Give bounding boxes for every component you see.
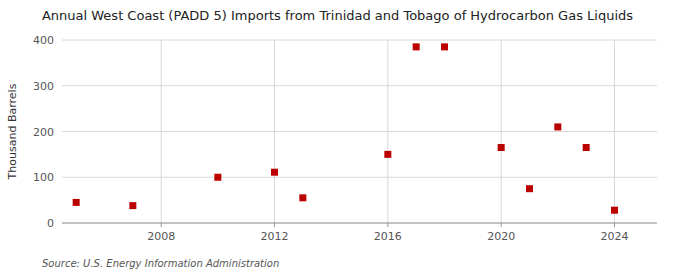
x-axis-line: [62, 223, 657, 224]
point: [498, 144, 505, 151]
title: Annual West Coast (PADD 5) Imports from …: [42, 8, 633, 23]
y-tick-label: 100: [33, 171, 54, 184]
x-tick-label: 2008: [147, 230, 175, 243]
y-grid-line: [62, 85, 657, 86]
grid: [62, 40, 657, 223]
point: [526, 185, 533, 192]
points: [73, 43, 618, 213]
x-tick-label: 2012: [261, 230, 289, 243]
x-tick: [614, 223, 615, 227]
x-tick-label: 2020: [487, 230, 515, 243]
x-tick-label: 2016: [374, 230, 402, 243]
source: Source: U.S. Energy Information Administ…: [42, 258, 279, 269]
x-tick: [501, 223, 502, 227]
x-tick: [161, 223, 162, 227]
point: [129, 202, 136, 209]
x-grid-line: [614, 40, 615, 223]
point: [271, 169, 278, 176]
chart: Annual West Coast (PADD 5) Imports from …: [0, 0, 675, 275]
x-tick-label: 2024: [601, 230, 629, 243]
point: [73, 199, 80, 206]
x-grid-line: [274, 40, 275, 223]
x-grid-line: [501, 40, 502, 223]
y-grid-line: [62, 40, 657, 41]
x-tick: [274, 223, 275, 227]
point: [384, 151, 391, 158]
point: [554, 123, 561, 130]
y-tick-label: 0: [47, 217, 54, 230]
point: [299, 194, 306, 201]
point: [413, 43, 420, 50]
y-tick-label: 300: [33, 80, 54, 93]
y-grid-line: [62, 131, 657, 132]
x-grid-line: [161, 40, 162, 223]
point: [441, 43, 448, 50]
y-grid-line: [62, 223, 657, 224]
x-tick: [387, 223, 388, 227]
x-grid-line: [387, 40, 388, 223]
y-tick-label: 400: [33, 34, 54, 47]
y-axis-label: Thousand Barrels: [6, 83, 19, 180]
y-tick-label: 200: [33, 126, 54, 139]
point: [611, 207, 618, 214]
point: [214, 174, 221, 181]
point: [583, 144, 590, 151]
y-grid-line: [62, 177, 657, 178]
